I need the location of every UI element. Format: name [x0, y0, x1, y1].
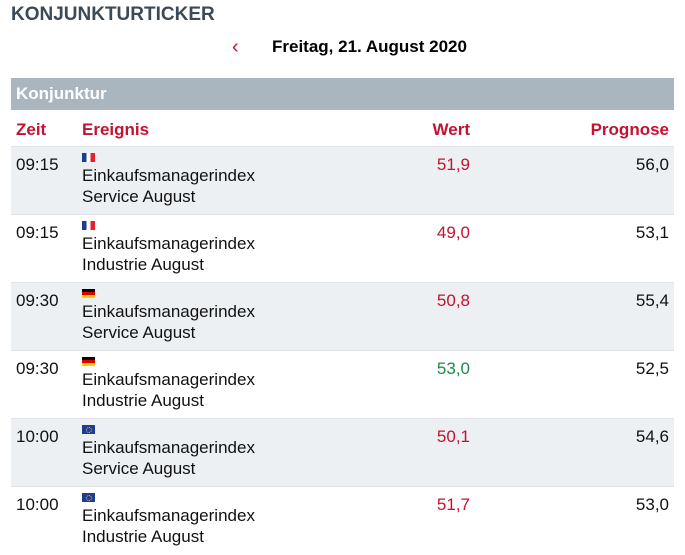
column-event: Ereignis: [82, 120, 150, 139]
row-time: 10:00: [16, 427, 59, 446]
row-forecast: 56,0: [635, 155, 669, 174]
event-name: Einkaufsmanagerindex: [82, 506, 255, 525]
row-value: 51,7: [436, 495, 470, 514]
event-name: Einkaufsmanagerindex: [82, 166, 255, 185]
table-row[interactable]: 09:30 Einkaufsmanagerindex Industrie Augu…: [11, 350, 674, 419]
table-row[interactable]: 10:00 Einkaufsmanagerindex Industrie Augu…: [11, 486, 674, 555]
flag-eu-icon: [82, 493, 95, 502]
row-event: Einkaufsmanagerindex Service August: [82, 424, 255, 479]
flag-de-icon: [82, 289, 95, 298]
event-detail: Service August: [82, 459, 196, 478]
section-header: Konjunktur: [11, 78, 674, 110]
row-forecast: 53,1: [635, 223, 669, 242]
chevron-left-icon[interactable]: ‹: [232, 36, 239, 58]
flag-eu-icon: [82, 425, 95, 434]
row-forecast: 54,6: [635, 427, 669, 446]
section-title: Konjunktur: [16, 84, 107, 103]
row-value: 50,1: [436, 427, 470, 446]
table-row[interactable]: 09:15 Einkaufsmanagerindex Industrie Augu…: [11, 214, 674, 283]
table-header: Zeit Ereignis Wert Prognose: [11, 110, 674, 146]
date-navigation: ‹ Freitag, 21. August 2020: [0, 36, 685, 58]
row-event: Einkaufsmanagerindex Industrie August: [82, 492, 255, 547]
event-detail: Service August: [82, 323, 196, 342]
column-value: Wert: [432, 120, 470, 139]
event-name: Einkaufsmanagerindex: [82, 302, 255, 321]
row-time: 10:00: [16, 495, 59, 514]
column-forecast: Prognose: [590, 120, 669, 139]
row-value: 50,8: [436, 291, 470, 310]
table-row[interactable]: 10:00 Einkaufsmanagerindex Service August…: [11, 418, 674, 487]
row-forecast: 55,4: [635, 291, 669, 310]
event-detail: Service August: [82, 187, 196, 206]
flag-fr-icon: [82, 153, 95, 162]
row-value: 49,0: [436, 223, 470, 242]
event-detail: Industrie August: [82, 255, 204, 274]
column-time: Zeit: [16, 120, 47, 139]
page-title: KONJUNKTURTICKER: [11, 4, 215, 25]
row-event: Einkaufsmanagerindex Industrie August: [82, 356, 255, 411]
event-detail: Industrie August: [82, 527, 204, 546]
row-event: Einkaufsmanagerindex Service August: [82, 152, 255, 207]
row-event: Einkaufsmanagerindex Service August: [82, 288, 255, 343]
flag-de-icon: [82, 357, 95, 366]
flag-fr-icon: [82, 221, 95, 230]
current-date: Freitag, 21. August 2020: [272, 37, 467, 56]
event-name: Einkaufsmanagerindex: [82, 234, 255, 253]
row-time: 09:30: [16, 291, 59, 310]
row-forecast: 52,5: [635, 359, 669, 378]
row-value: 51,9: [436, 155, 470, 174]
row-time: 09:15: [16, 155, 59, 174]
table-row[interactable]: 09:15 Einkaufsmanagerindex Service August…: [11, 146, 674, 215]
row-time: 09:30: [16, 359, 59, 378]
event-detail: Industrie August: [82, 391, 204, 410]
row-event: Einkaufsmanagerindex Industrie August: [82, 220, 255, 275]
table-row[interactable]: 09:30 Einkaufsmanagerindex Service August…: [11, 282, 674, 351]
event-name: Einkaufsmanagerindex: [82, 438, 255, 457]
row-value: 53,0: [436, 359, 470, 378]
event-name: Einkaufsmanagerindex: [82, 370, 255, 389]
row-time: 09:15: [16, 223, 59, 242]
row-forecast: 53,0: [635, 495, 669, 514]
